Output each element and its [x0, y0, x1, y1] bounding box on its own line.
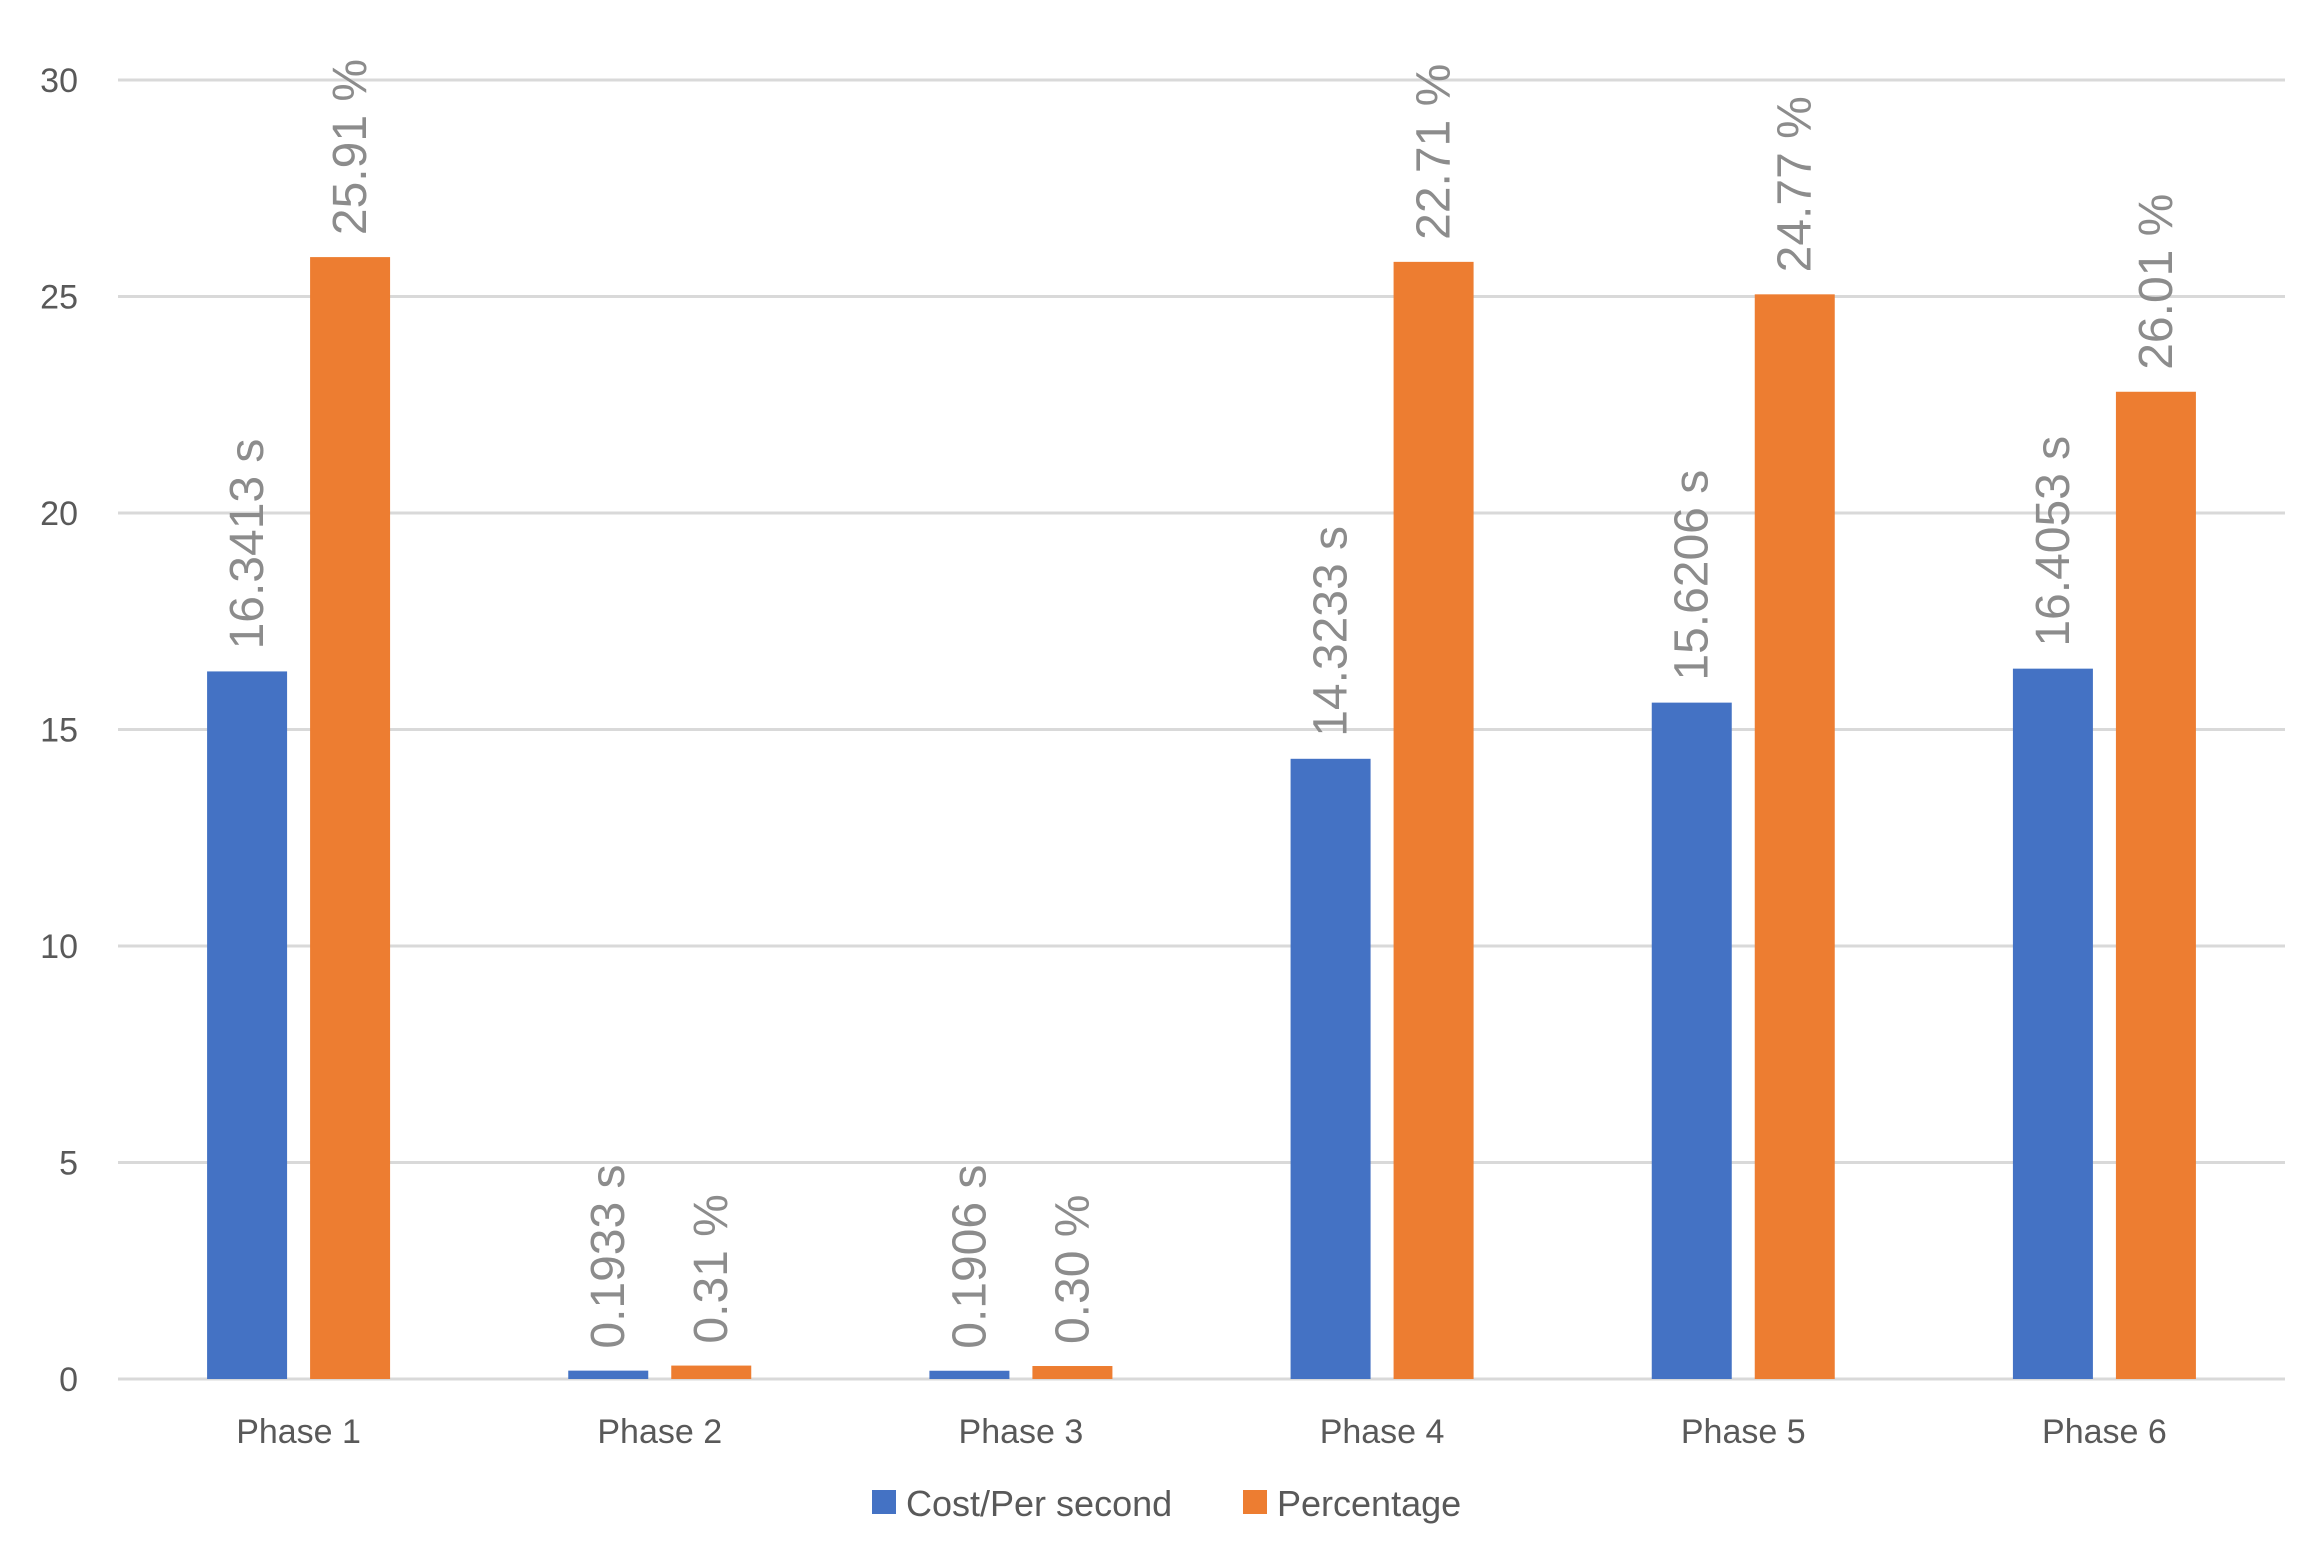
bar-percentage-1	[310, 257, 391, 1380]
data-label-cost-4: 14.3233 s	[1305, 526, 1358, 737]
bar-percentage-4	[1393, 261, 1474, 1379]
bar-percentage-2	[671, 1365, 752, 1379]
legend-label: Percentage	[1277, 1483, 1461, 1524]
y-tick-label-0: 0	[59, 1361, 78, 1399]
bar-cost-3	[929, 1370, 1010, 1379]
bar-percentage-6	[2115, 391, 2196, 1379]
legend-item-cost: Cost/Per second	[872, 1483, 1172, 1524]
data-labels: 16.3413 s 25.91 % 0.1933 s 0.31 % 0.1906 s 0.…	[221, 59, 2183, 1349]
y-tick-label-20: 20	[40, 495, 78, 533]
x-tick-label-1: Phase 1	[236, 1413, 361, 1451]
x-tick-label-3: Phase 3	[959, 1413, 1084, 1451]
bar-cost-4	[1290, 758, 1371, 1379]
data-label-percentage-6: 26.01 %	[2130, 194, 2183, 370]
data-label-percentage-5: 24.77 %	[1769, 96, 1822, 272]
data-label-cost-1: 16.3413 s	[221, 439, 274, 650]
y-tick-label-15: 15	[40, 712, 78, 750]
bars	[207, 257, 2196, 1380]
legend-swatch	[1243, 1490, 1267, 1514]
x-axis-tick-labels: Phase 1 Phase 2 Phase 3 Phase 4 Phase 5 Phase…	[236, 1413, 2167, 1451]
x-tick-label-5: Phase 5	[1681, 1413, 1806, 1451]
x-tick-label-6: Phase 6	[2042, 1413, 2167, 1451]
data-label-percentage-2: 0.31 %	[685, 1194, 738, 1343]
data-label-percentage-3: 0.30 %	[1046, 1195, 1099, 1344]
bar-percentage-3	[1032, 1366, 1113, 1379]
data-label-cost-6: 16.4053 s	[2027, 436, 2080, 647]
y-tick-label-5: 5	[59, 1145, 78, 1183]
legend-label: Cost/Per second	[906, 1483, 1172, 1524]
legend-swatch	[872, 1490, 896, 1514]
legend-item-percentage: Percentage	[1243, 1483, 1461, 1524]
bar-cost-1	[207, 671, 288, 1379]
x-tick-label-4: Phase 4	[1320, 1413, 1445, 1451]
bar-cost-2	[568, 1370, 649, 1379]
x-tick-label-2: Phase 2	[597, 1413, 722, 1451]
bar-percentage-5	[1754, 294, 1835, 1380]
bar-cost-5	[1651, 702, 1732, 1379]
data-label-percentage-1: 25.91 %	[324, 59, 377, 235]
y-tick-label-10: 10	[40, 928, 78, 966]
legend: Cost/Per second Percentage	[872, 1483, 1461, 1524]
gridlines	[118, 78, 2285, 1381]
y-tick-label-30: 30	[40, 62, 78, 100]
bar-cost-6	[2012, 668, 2093, 1379]
data-label-cost-5: 15.6206 s	[1666, 470, 1719, 681]
y-axis-tick-labels: 0 5 10 15 20 25 30	[40, 62, 78, 1399]
y-tick-label-25: 25	[40, 279, 78, 317]
data-label-cost-3: 0.1906 s	[943, 1165, 996, 1349]
data-label-cost-2: 0.1933 s	[582, 1164, 635, 1348]
data-label-percentage-4: 22.71 %	[1408, 64, 1461, 240]
